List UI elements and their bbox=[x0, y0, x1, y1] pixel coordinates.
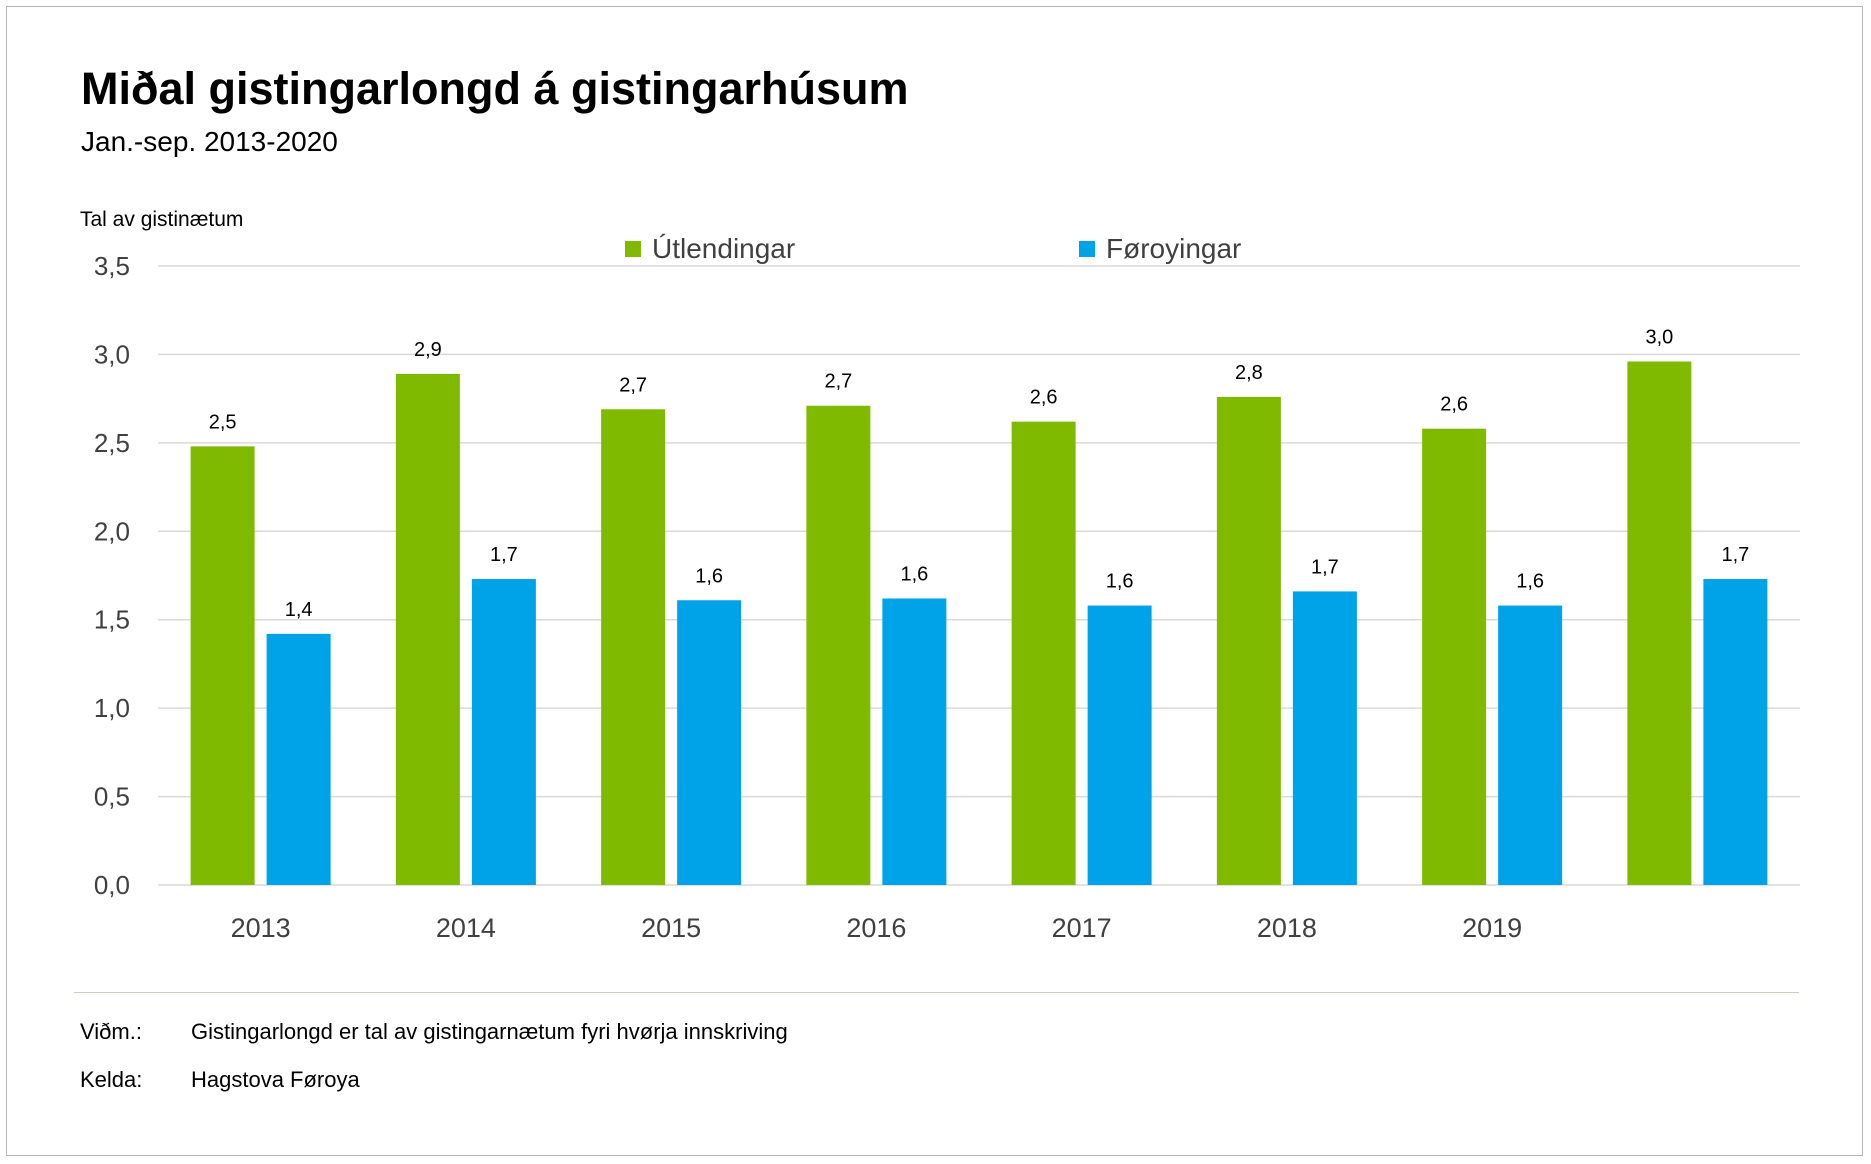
legend-label-foroyingar: Føroyingar bbox=[1106, 233, 1241, 264]
legend-swatch-foroyingar bbox=[1079, 241, 1095, 257]
x-tick-label: 2013 bbox=[231, 913, 291, 943]
bar-foroyingar bbox=[1087, 605, 1152, 885]
bars bbox=[190, 361, 1768, 885]
chart-frame bbox=[6, 6, 1863, 1156]
bar-foroyingar bbox=[471, 579, 536, 885]
data-label: 1,4 bbox=[285, 599, 313, 621]
data-label: 1,6 bbox=[1106, 571, 1134, 593]
data-label: 2,6 bbox=[1440, 394, 1468, 416]
data-label: 1,6 bbox=[900, 563, 928, 585]
bar-utlendingar bbox=[1422, 428, 1487, 885]
legend-swatch-utlendingar bbox=[625, 241, 641, 257]
data-label: 1,7 bbox=[1721, 544, 1749, 566]
bar-utlendingar bbox=[1627, 361, 1692, 885]
data-label: 2,6 bbox=[1030, 387, 1058, 409]
note-label: Viðm.: bbox=[80, 1019, 142, 1044]
y-tick-label: 3,5 bbox=[94, 251, 130, 281]
bar-utlendingar bbox=[1216, 396, 1281, 885]
y-tick-label: 0,5 bbox=[94, 782, 130, 812]
x-tick-label: 2016 bbox=[846, 913, 906, 943]
bar-foroyingar bbox=[1292, 591, 1357, 885]
bar-foroyingar bbox=[266, 633, 331, 885]
data-label: 2,7 bbox=[619, 374, 647, 396]
y-tick-label: 1,0 bbox=[94, 693, 130, 723]
source-text: Hagstova Føroya bbox=[191, 1067, 360, 1092]
data-label: 2,5 bbox=[209, 411, 237, 433]
footer-divider bbox=[74, 992, 1799, 993]
x-tick-label: 2014 bbox=[436, 913, 496, 943]
bar-utlendingar bbox=[806, 405, 871, 885]
note-text: Gistingarlongd er tal av gistingarnætum … bbox=[191, 1019, 788, 1044]
data-label: 1,6 bbox=[695, 565, 723, 587]
data-labels: 2,5 1,4 2,9 1,7 2,7 1,6 2,7 1,6 2,6 1,6 2,8 1,7 2,6 1… bbox=[209, 327, 1750, 621]
y-tick-label: 0,0 bbox=[94, 870, 130, 900]
x-axis-ticks: 2013 2014 2015 2016 2017 2018 2019 bbox=[231, 913, 1523, 943]
x-tick-label: 2015 bbox=[641, 913, 701, 943]
bar-foroyingar bbox=[882, 598, 947, 885]
data-label: 1,7 bbox=[1311, 556, 1339, 578]
data-label: 1,6 bbox=[1516, 571, 1544, 593]
x-tick-label: 2019 bbox=[1462, 913, 1522, 943]
y-tick-label: 3,0 bbox=[94, 339, 130, 369]
y-tick-label: 2,0 bbox=[94, 516, 130, 546]
bar-utlendingar bbox=[190, 446, 255, 885]
y-tick-label: 1,5 bbox=[94, 605, 130, 635]
chart-subtitle: Jan.-sep. 2013-2020 bbox=[81, 126, 338, 157]
data-label: 2,8 bbox=[1235, 362, 1263, 384]
data-label: 2,7 bbox=[824, 371, 852, 393]
source-label: Kelda: bbox=[80, 1067, 143, 1092]
legend: Útlendingar Føroyingar bbox=[625, 233, 1241, 264]
data-label: 2,9 bbox=[414, 339, 442, 361]
x-tick-label: 2018 bbox=[1257, 913, 1317, 943]
y-tick-label: 2,5 bbox=[94, 428, 130, 458]
bar-utlendingar bbox=[395, 373, 460, 885]
bar-foroyingar bbox=[1703, 579, 1768, 885]
y-axis-ticks: 0,0 0,5 1,0 1,5 2,0 2,5 3,0 3,5 bbox=[94, 251, 130, 900]
legend-label-utlendingar: Útlendingar bbox=[652, 233, 795, 264]
bar-foroyingar bbox=[677, 600, 742, 885]
bar-foroyingar bbox=[1498, 605, 1563, 885]
data-label: 3,0 bbox=[1645, 327, 1673, 349]
data-label: 1,7 bbox=[490, 544, 518, 566]
y-axis-label: Tal av gistinætum bbox=[80, 208, 243, 231]
x-tick-label: 2017 bbox=[1052, 913, 1112, 943]
chart-title: Miðal gistingarlongd á gistingarhúsum bbox=[81, 63, 909, 114]
bar-utlendingar bbox=[601, 409, 666, 885]
bar-utlendingar bbox=[1011, 421, 1076, 885]
